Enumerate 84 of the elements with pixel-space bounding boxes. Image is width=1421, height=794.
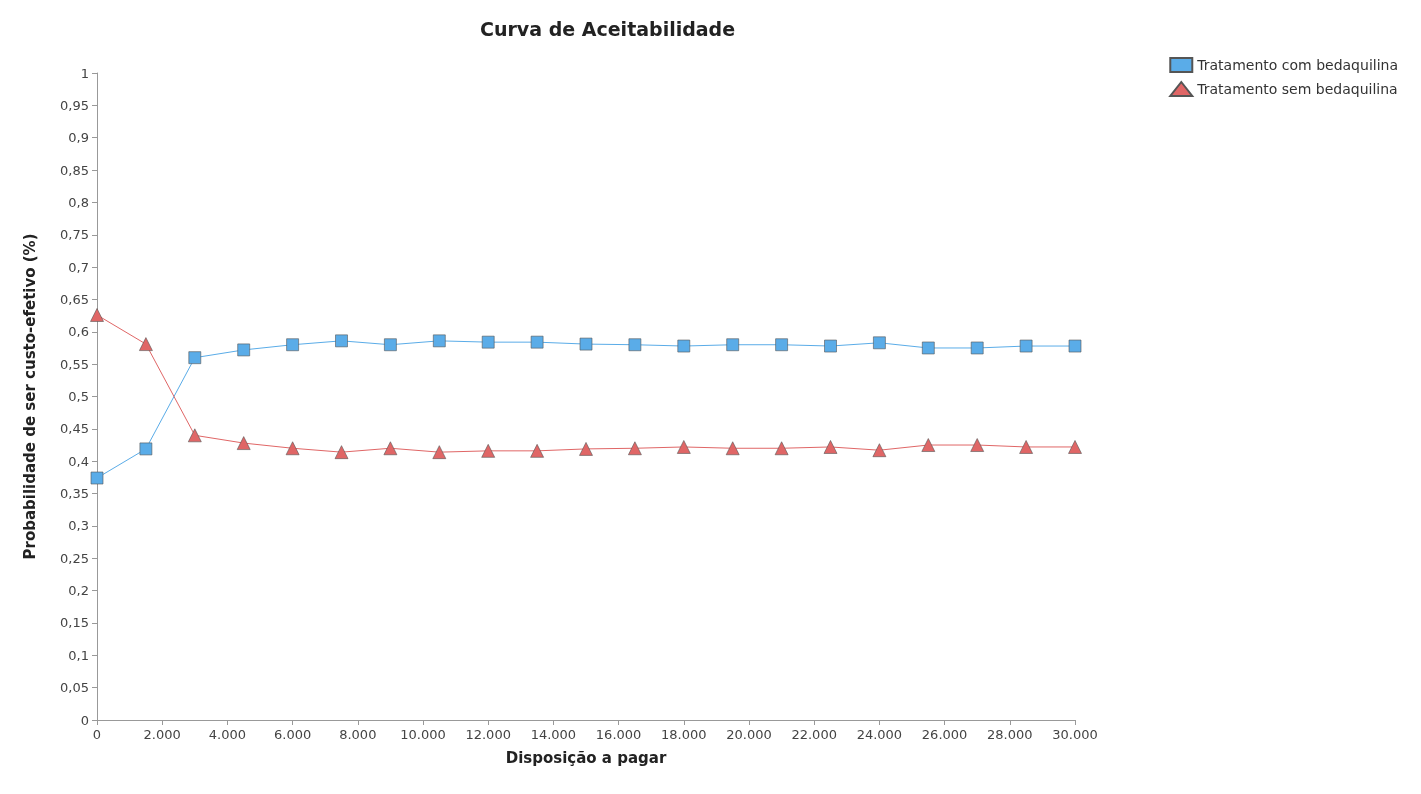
chart-title: Curva de Aceitabilidade [480,17,736,40]
y-tick-label: 0,45 [60,421,89,437]
point [775,338,788,352]
x-tick-label: 30.000 [1052,727,1098,742]
point [481,335,495,349]
x-tick-label: 20.000 [726,727,772,742]
legend-label: Tratamento sem bedaquilina [1196,81,1398,97]
x-tick-label: 0 [92,727,102,742]
point [970,438,984,452]
point [921,438,936,452]
point [530,444,544,458]
x-tick-label: 14.000 [530,727,577,742]
point [726,338,739,352]
point [236,436,251,450]
point [90,471,104,485]
point [432,445,447,459]
point [1019,440,1033,454]
x-tick-label: 6.000 [273,727,312,742]
y-tick-label: 0,65 [60,291,89,307]
legend-label: Tratamento com bedaquilina [1196,57,1399,73]
y-tick-label: 0,9 [68,130,89,146]
point [579,442,593,456]
x-tick-label: 2.000 [143,727,181,742]
x-tick-label: 12.000 [465,727,511,742]
point [677,440,691,454]
point [873,336,886,350]
x-tick-label: 16.000 [595,727,642,742]
x-tick-label: 4.000 [208,727,247,742]
point [628,441,642,456]
y-tick-label: 0,6 [68,324,89,340]
y-tick-label: 0,25 [60,550,89,566]
y-tick-label: 0,5 [68,389,89,404]
point [970,341,984,355]
y-tick-label: 0,35 [60,486,89,502]
x-axis-title: Disposição a pagar [505,748,667,767]
point [677,339,691,353]
y-tick-label: 0,2 [68,583,89,599]
point [285,441,300,456]
point [824,339,837,353]
point [530,335,544,349]
y-tick-label: 0,85 [60,162,89,178]
point [774,441,789,456]
y-tick-label: 0,75 [60,227,89,243]
point [628,338,642,352]
point [922,341,935,355]
y-tick-label: 1 [80,65,89,81]
point [237,343,250,357]
y-tick-label: 0,3 [68,518,89,534]
point [139,442,153,456]
point [1019,339,1033,353]
point [579,337,593,351]
y-tick-label: 0,7 [68,259,89,275]
x-tick-label: 18.000 [661,727,707,742]
point [334,445,349,459]
y-tick-label: 0,1 [68,647,89,663]
point [823,440,838,454]
y-tick-label: 0,55 [60,356,89,372]
point [139,337,153,351]
y-tick-label: 0 [80,712,89,728]
point [286,338,299,352]
point [384,338,397,352]
point [481,444,495,458]
x-tick-label: 10.000 [400,727,446,742]
y-tick-label: 0,4 [68,453,89,469]
y-tick-label: 0,15 [60,615,89,631]
point [872,443,887,457]
y-tick-label: 0,8 [68,194,89,210]
point [433,334,446,348]
x-tick-label: 8.000 [339,727,377,742]
point [1068,440,1082,454]
point [383,441,398,456]
y-tick-label: 0,05 [60,680,89,696]
x-tick-label: 28.000 [987,727,1033,742]
point [188,351,202,364]
x-tick-label: 26.000 [921,727,968,742]
y-axis-title: Probabilidade de ser custo-efetivo (%) [20,233,39,560]
point [90,308,104,322]
point [188,428,202,443]
y-tick-label: 0,95 [60,97,89,113]
x-tick-label: 22.000 [791,727,837,742]
x-tick-label: 24.000 [856,727,903,742]
point [1068,339,1082,353]
point [335,334,348,348]
point [725,441,740,456]
